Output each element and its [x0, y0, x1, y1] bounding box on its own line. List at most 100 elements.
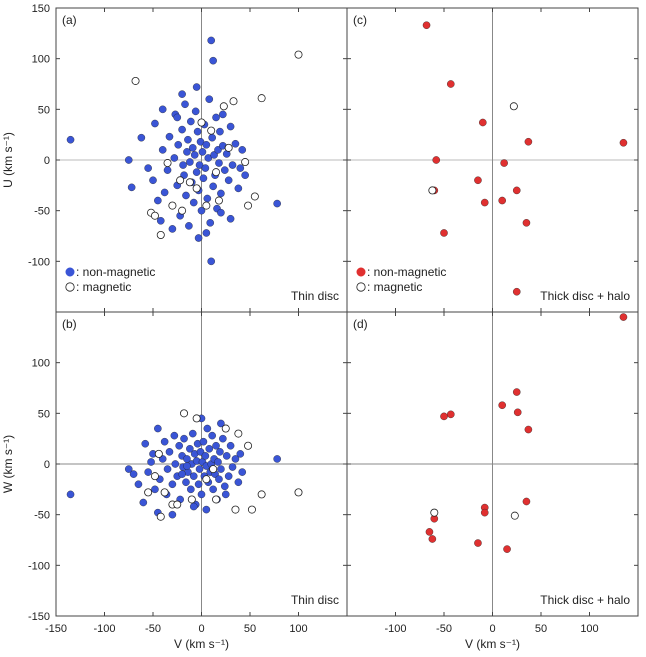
x-axis-title: V (km s⁻¹): [174, 637, 229, 651]
data-point-non-magnetic: [447, 410, 455, 419]
data-point-magnetic: [187, 495, 196, 504]
data-point-non-magnetic: [216, 127, 224, 136]
data-point-non-magnetic: [189, 472, 198, 480]
data-point-non-magnetic: [202, 505, 211, 514]
data-point-magnetic: [156, 230, 165, 239]
data-point-non-magnetic: [158, 105, 167, 114]
data-point-non-magnetic: [154, 196, 162, 205]
data-point-non-magnetic: [203, 424, 212, 433]
data-point-non-magnetic: [228, 463, 237, 471]
data-point-non-magnetic: [201, 164, 210, 172]
panel-caption: Thin disc: [291, 289, 339, 303]
data-point-non-magnetic: [219, 110, 227, 119]
data-point-non-magnetic: [209, 56, 217, 65]
data-point-magnetic: [250, 192, 259, 201]
y-tick-label: -100: [28, 256, 50, 268]
data-point-non-magnetic: [186, 158, 194, 166]
data-point-non-magnetic: [194, 480, 203, 489]
data-point-non-magnetic: [170, 154, 179, 162]
data-point-non-magnetic: [171, 460, 180, 468]
data-point-non-magnetic: [425, 528, 434, 536]
data-point-non-magnetic: [234, 184, 243, 193]
data-point-non-magnetic: [187, 117, 195, 126]
data-point-non-magnetic: [212, 441, 220, 450]
x-tick-label: -100: [93, 623, 115, 635]
data-point-magnetic: [509, 102, 518, 111]
data-point-non-magnetic: [186, 445, 194, 453]
panel-c: (c) Thick disc + halo: non-magnetic: magn…: [346, 7, 639, 313]
data-point-non-magnetic: [207, 36, 215, 45]
data-point-non-magnetic: [151, 119, 159, 128]
data-point-non-magnetic: [147, 458, 155, 466]
data-point-non-magnetic: [503, 545, 511, 553]
data-point-magnetic: [207, 126, 216, 135]
x-tick-label: -50: [436, 623, 452, 635]
data-point-non-magnetic: [203, 194, 212, 203]
data-point-non-magnetic: [151, 485, 159, 494]
data-point-non-magnetic: [205, 95, 214, 103]
data-point-non-magnetic: [181, 100, 189, 109]
data-point-non-magnetic: [183, 148, 191, 156]
data-point-non-magnetic: [214, 146, 222, 154]
x-tick-label: 100: [289, 623, 307, 635]
data-point-non-magnetic: [197, 490, 206, 499]
data-point-non-magnetic: [440, 229, 448, 237]
data-point-magnetic: [231, 505, 240, 514]
data-point-non-magnetic: [216, 448, 224, 456]
data-point-non-magnetic: [619, 138, 628, 147]
data-point-non-magnetic: [173, 113, 182, 122]
legend-entry-magnetic: : magnetic: [367, 280, 422, 294]
data-point-non-magnetic: [163, 465, 172, 473]
data-point-non-magnetic: [127, 183, 136, 192]
y-tick-label: 50: [38, 408, 50, 420]
panel-d: -100 -50 0 50 100 V (km s⁻¹) (d) Thick disc + h…: [346, 311, 639, 651]
data-point-non-magnetic: [124, 465, 133, 473]
data-point-non-magnetic: [129, 470, 138, 478]
data-point-non-magnetic: [238, 146, 247, 154]
data-point-non-magnetic: [178, 470, 186, 478]
data-point-magnetic: [510, 511, 519, 520]
data-point-non-magnetic: [165, 132, 174, 141]
x-tick-label: 50: [535, 623, 547, 635]
data-point-non-magnetic: [184, 135, 192, 144]
data-point-non-magnetic: [189, 502, 198, 511]
data-point-non-magnetic: [209, 182, 217, 191]
panel-caption: Thin disc: [291, 593, 339, 607]
data-point-non-magnetic: [524, 137, 533, 146]
data-point-magnetic: [234, 429, 243, 438]
data-point-non-magnetic: [183, 462, 191, 470]
y-tick-label: 0: [44, 459, 50, 471]
data-point-non-magnetic: [236, 450, 245, 458]
y-tick-label: -150: [28, 611, 50, 623]
y-axis-title: W (km s⁻¹): [1, 435, 15, 493]
data-point-non-magnetic: [206, 219, 215, 227]
data-point-non-magnetic: [192, 168, 201, 176]
data-point-non-magnetic: [189, 198, 198, 207]
data-point-magnetic: [131, 76, 140, 85]
data-point-non-magnetic: [195, 465, 204, 473]
data-point-non-magnetic: [215, 159, 223, 167]
data-point-magnetic: [202, 475, 211, 484]
data-point-non-magnetic: [234, 478, 243, 487]
data-point-non-magnetic: [144, 164, 152, 172]
data-point-non-magnetic: [217, 465, 225, 473]
y-tick-label: 50: [38, 104, 50, 116]
data-point-non-magnetic: [447, 80, 455, 88]
data-point-non-magnetic: [168, 510, 177, 519]
panel-letter: (d): [353, 317, 368, 331]
data-point-non-magnetic: [226, 214, 235, 223]
data-point-non-magnetic: [479, 118, 487, 127]
y-tick-label: 0: [44, 155, 50, 167]
legend-marker-non-magnetic: [356, 267, 366, 277]
data-point-non-magnetic: [428, 535, 437, 543]
legend-marker-non-magnetic: [65, 267, 75, 277]
data-point-non-magnetic: [522, 497, 531, 506]
data-point-non-magnetic: [512, 186, 521, 195]
panel-letter: (b): [62, 317, 77, 331]
data-point-magnetic: [197, 118, 206, 127]
data-point-non-magnetic: [182, 191, 190, 200]
y-tick-label: -100: [28, 560, 50, 572]
data-point-non-magnetic: [480, 198, 489, 207]
data-point-non-magnetic: [175, 441, 183, 450]
data-point-magnetic: [154, 449, 163, 458]
